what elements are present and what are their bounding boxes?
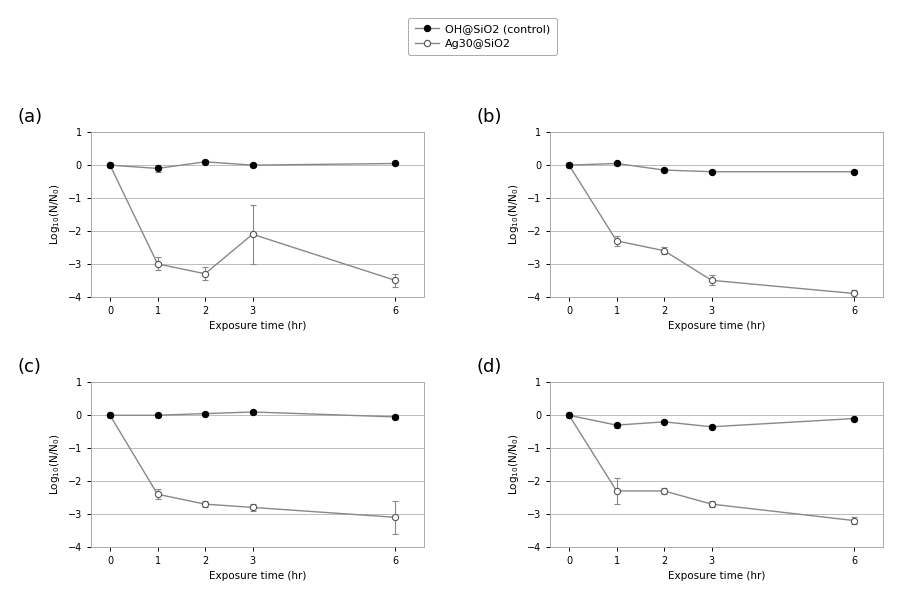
Text: (d): (d) xyxy=(477,358,502,376)
Y-axis label: Log$_{10}$(N/N$_0$): Log$_{10}$(N/N$_0$) xyxy=(507,184,521,245)
X-axis label: Exposure time (hr): Exposure time (hr) xyxy=(208,322,306,331)
Legend: OH@SiO2 (control), Ag30@SiO2: OH@SiO2 (control), Ag30@SiO2 xyxy=(408,17,557,55)
X-axis label: Exposure time (hr): Exposure time (hr) xyxy=(668,322,765,331)
Y-axis label: Log$_{10}$(N/N$_0$): Log$_{10}$(N/N$_0$) xyxy=(48,184,62,245)
Text: (b): (b) xyxy=(477,108,502,126)
Y-axis label: Log$_{10}$(N/N$_0$): Log$_{10}$(N/N$_0$) xyxy=(507,434,521,495)
Y-axis label: Log$_{10}$(N/N$_0$): Log$_{10}$(N/N$_0$) xyxy=(48,434,62,495)
Text: (a): (a) xyxy=(18,108,43,126)
Text: (c): (c) xyxy=(18,358,42,376)
X-axis label: Exposure time (hr): Exposure time (hr) xyxy=(208,572,306,582)
X-axis label: Exposure time (hr): Exposure time (hr) xyxy=(668,572,765,582)
